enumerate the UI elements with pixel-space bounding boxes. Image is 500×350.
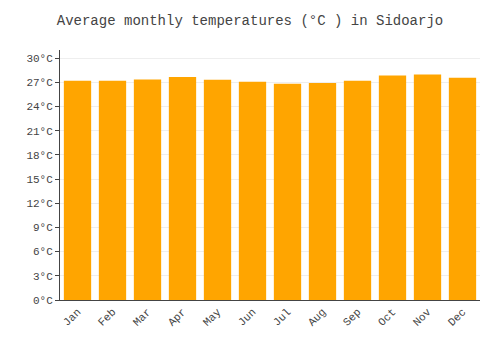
svg-text:Aug: Aug [306, 306, 328, 328]
svg-text:21°C: 21°C [26, 125, 53, 137]
svg-text:30°C: 30°C [26, 53, 53, 65]
svg-text:Average monthly temperatures (: Average monthly temperatures (°C ) in Si… [57, 13, 443, 29]
svg-text:Nov: Nov [411, 306, 434, 329]
svg-text:9°C: 9°C [33, 222, 53, 234]
svg-text:May: May [201, 306, 224, 329]
svg-text:24°C: 24°C [26, 101, 53, 113]
svg-text:Sep: Sep [341, 306, 363, 328]
svg-text:Oct: Oct [376, 306, 398, 328]
svg-text:Apr: Apr [166, 306, 188, 328]
svg-text:6°C: 6°C [33, 246, 53, 258]
svg-text:Jul: Jul [271, 306, 293, 328]
svg-text:Jan: Jan [61, 306, 83, 328]
svg-text:15°C: 15°C [26, 174, 53, 186]
svg-text:Jun: Jun [236, 306, 258, 328]
svg-text:18°C: 18°C [26, 150, 53, 162]
svg-text:3°C: 3°C [33, 271, 53, 283]
svg-text:Mar: Mar [131, 306, 153, 328]
svg-text:Dec: Dec [446, 306, 468, 328]
svg-text:27°C: 27°C [26, 77, 53, 89]
svg-text:0°C: 0°C [33, 295, 53, 307]
svg-text:Feb: Feb [96, 306, 118, 328]
svg-text:12°C: 12°C [26, 198, 53, 210]
